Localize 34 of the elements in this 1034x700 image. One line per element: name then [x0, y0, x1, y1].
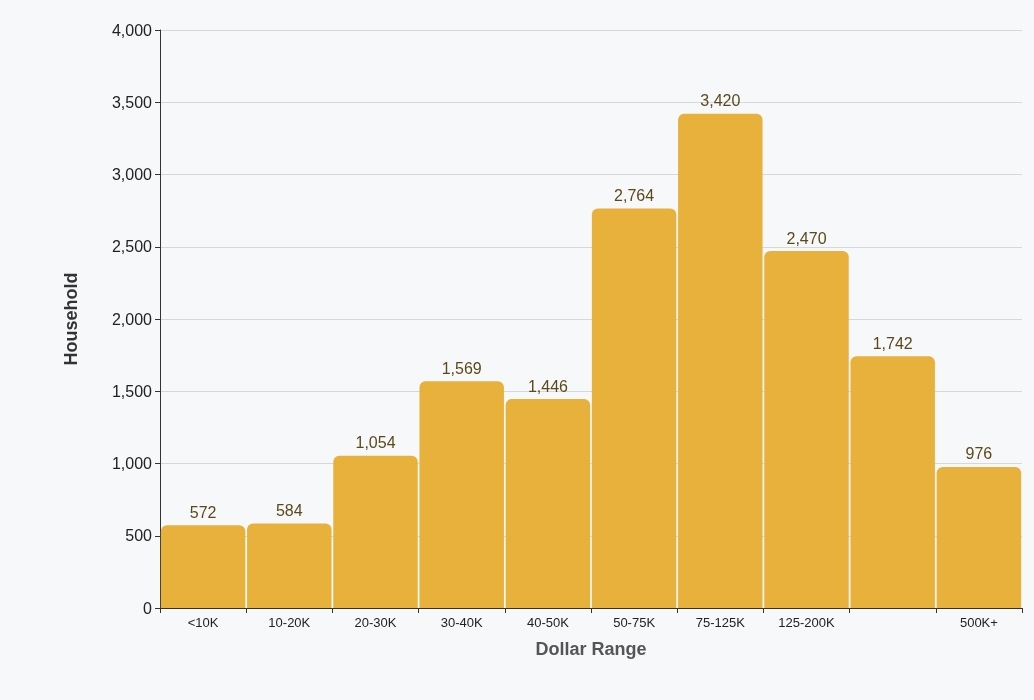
y-tick-label: 3,000	[111, 166, 153, 183]
data-label: 1,742	[872, 334, 913, 352]
y-tick-label: 1,500	[111, 382, 153, 400]
bar	[160, 525, 246, 608]
x-tick-label: 10-20K	[268, 615, 311, 630]
x-tick-label: 125-200K	[778, 615, 836, 630]
x-tick-label: 500K+	[959, 615, 998, 630]
bar	[936, 466, 1022, 608]
data-label: 2,764	[614, 187, 655, 205]
y-tick-label: 2,000	[111, 310, 153, 328]
x-tick-label: 50-75K	[613, 615, 656, 630]
data-label: 1,054	[355, 434, 396, 452]
data-label: 1,569	[441, 359, 482, 377]
x-axis-title: Dollar Range	[535, 639, 647, 659]
bar	[591, 208, 677, 608]
data-label: 976	[965, 445, 993, 463]
bar	[505, 399, 591, 608]
x-tick-label: 20-30K	[354, 615, 397, 630]
data-label: 1,446	[527, 377, 569, 395]
y-tick-label: 3,500	[111, 93, 153, 111]
y-tick-label: 1,000	[111, 455, 153, 472]
data-label: 3,420	[700, 92, 741, 110]
x-tick-label: <10K	[187, 615, 219, 630]
data-label: 584	[275, 502, 303, 520]
y-tick-label: 2,500	[111, 238, 153, 256]
data-label: 2,470	[786, 229, 827, 247]
y-tick-label: 500	[125, 527, 153, 545]
y-axis-title: Household	[61, 272, 81, 366]
x-tick-label: 75-125K	[695, 615, 746, 630]
y-tick-label: 0	[143, 599, 153, 617]
y-tick-label: 4,000	[111, 21, 153, 39]
x-tick-label: 30-40K	[440, 615, 483, 630]
data-label: 572	[189, 503, 217, 521]
x-tick-label: 40-50K	[526, 615, 570, 630]
